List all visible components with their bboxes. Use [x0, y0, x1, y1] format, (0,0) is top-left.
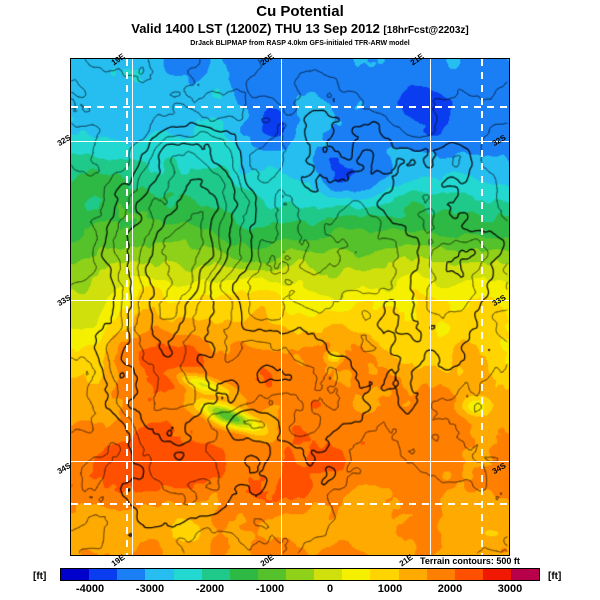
page-title: Cu Potential — [256, 3, 344, 20]
cu-potential-field — [71, 59, 509, 555]
colorbar-tick: -2000 — [195, 583, 225, 595]
colorbar-segment — [229, 569, 258, 580]
colorbar-tick: 2000 — [437, 583, 463, 595]
colorbar-unit-right: [ft] — [548, 571, 562, 582]
colorbar-segment — [61, 569, 90, 580]
colorbar-segment — [511, 569, 540, 580]
colorbar-tick: -4000 — [75, 583, 105, 595]
colorbar-tick: -3000 — [135, 583, 165, 595]
colorbar-segment — [117, 569, 146, 580]
colorbar-segment — [398, 569, 427, 580]
colorbar-segment — [286, 569, 315, 580]
colorbar-tick: 1000 — [377, 583, 403, 595]
attribution-line: DrJack BLIPMAP from RASP 4.0km GFS-initi… — [190, 40, 410, 47]
colorbar-tick: 3000 — [497, 583, 523, 595]
colorbar-segment — [342, 569, 371, 580]
colorbar-segment — [89, 569, 118, 580]
colorbar-segment — [454, 569, 483, 580]
terrain-contour-note: Terrain contours: 500 ft — [420, 556, 520, 566]
colorbar-segment — [257, 569, 286, 580]
colorbar-segment — [145, 569, 174, 580]
valid-time-text: Valid 1400 LST (1200Z) THU 13 Sep 2012 — [131, 21, 380, 36]
colorbar-segment — [426, 569, 455, 580]
colorbar-segment — [482, 569, 511, 580]
colorbar-tick-labels: -4000 -3000 -2000 -1000 0 1000 2000 3000 — [60, 583, 540, 596]
title-block: Cu Potential Valid 1400 LST (1200Z) THU … — [0, 4, 600, 49]
valid-time-line: Valid 1400 LST (1200Z) THU 13 Sep 2012 [… — [0, 21, 600, 38]
colorbar[interactable] — [60, 568, 540, 581]
forecast-tag: [18hrFcst@2203z] — [383, 25, 469, 36]
colorbar-segment — [201, 569, 230, 580]
map-panel[interactable] — [70, 58, 510, 556]
colorbar-segment — [314, 569, 343, 580]
colorbar-segment — [173, 569, 202, 580]
colorbar-unit-left: [ft] — [33, 571, 47, 582]
colorbar-segment — [370, 569, 399, 580]
colorbar-tick: 0 — [326, 583, 334, 595]
colorbar-tick: -1000 — [255, 583, 285, 595]
